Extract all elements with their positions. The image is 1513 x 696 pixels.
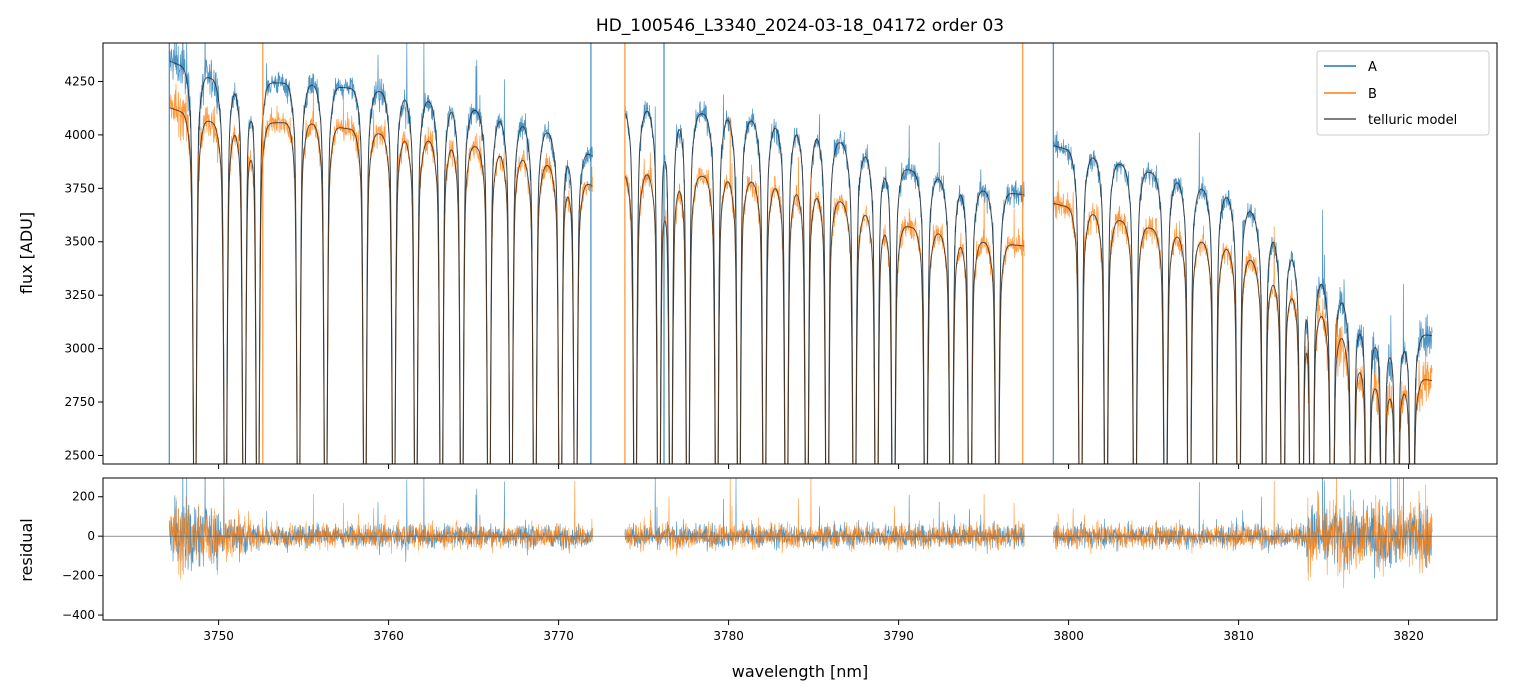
flux-plot-area <box>103 43 1497 464</box>
residual-y-tick-label: 0 <box>87 529 95 543</box>
flux-y-tick-label: 2500 <box>64 448 95 462</box>
flux-y-axis-label: flux [ADU] <box>17 212 36 294</box>
telluric-model-a-segment <box>624 110 1025 464</box>
legend: A B telluric model <box>1316 50 1490 136</box>
residual-plot-area <box>103 478 1497 620</box>
residual-series-b-segment <box>1053 478 1433 589</box>
telluric-model-b-segment <box>169 107 593 464</box>
flux-panel: 2500 2750 3000 3250 3500 3750 4000 4250 flux [A… <box>17 42 1498 469</box>
flux-y-tick-label: 4000 <box>64 128 95 142</box>
flux-y-tick-label: 2750 <box>64 395 95 409</box>
legend-label-b: B <box>1368 87 1377 102</box>
residual-x-tick-label: 3750 <box>203 629 234 643</box>
residual-y-tick-label: −200 <box>62 569 95 583</box>
residual-y-tick-label: 200 <box>72 490 95 504</box>
residual-plot-frame <box>102 477 1498 621</box>
residual-x-tick-label: 3790 <box>883 629 914 643</box>
flux-y-tick-label: 3500 <box>64 235 95 249</box>
residual-series-b-segment <box>169 481 593 580</box>
residual-x-tick-label: 3810 <box>1223 629 1254 643</box>
legend-label-a: A <box>1368 60 1377 75</box>
residual-x-tick-label: 3760 <box>373 629 404 643</box>
telluric-model-b-segment <box>624 174 1025 464</box>
residual-x-tick-label: 3800 <box>1053 629 1084 643</box>
residual-panel: −400 −200 0 200 3750 3760 3770 3780 3790 3800 381… <box>17 477 1498 681</box>
legend-box <box>1316 50 1490 136</box>
residual-x-tick-label: 3820 <box>1393 629 1424 643</box>
flux-y-tick-label: 3250 <box>64 288 95 302</box>
flux-y-tick-label: 3750 <box>64 181 95 195</box>
residual-y-axis-label: residual <box>17 518 36 581</box>
flux-series-a-segment <box>1052 131 1433 464</box>
flux-y-tick-label: 3000 <box>64 342 95 356</box>
residual-y-tick-label: −400 <box>62 608 95 622</box>
residual-x-tick-label: 3770 <box>543 629 574 643</box>
residual-x-tick-label: 3780 <box>713 629 744 643</box>
chart-title: HD_100546_L3340_2024-03-18_04172 order 0… <box>596 16 1004 36</box>
telluric-model-a-segment <box>169 60 593 464</box>
residual-series-b-segment <box>624 478 1025 556</box>
telluric-model-a-segment <box>1053 145 1433 464</box>
flux-y-tick-label: 4250 <box>64 74 95 88</box>
legend-label-telluric: telluric model <box>1368 113 1457 128</box>
x-axis-label: wavelength [nm] <box>732 662 869 681</box>
flux-plot-frame <box>102 42 1498 465</box>
telluric-model-b-segment <box>1053 202 1433 464</box>
